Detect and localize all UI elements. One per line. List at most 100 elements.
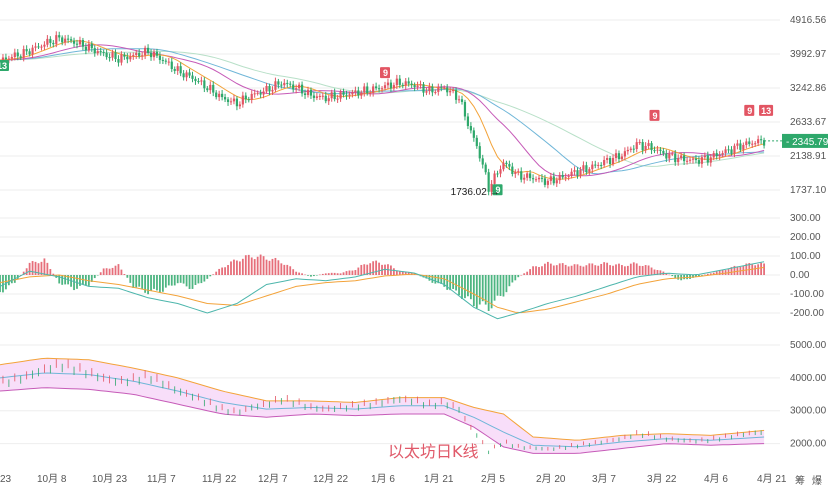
- candle-body: [582, 165, 585, 170]
- candle-body: [641, 142, 644, 151]
- macd-histogram-bar: [310, 275, 312, 277]
- macd-histogram-bar: [721, 269, 724, 275]
- macd-histogram-bar: [236, 260, 238, 275]
- candle-body: [380, 88, 384, 90]
- macd-histogram-bar: [256, 256, 259, 275]
- candle-body: [620, 156, 624, 160]
- macd-histogram-bar: [147, 275, 149, 295]
- macd-histogram-bar: [182, 275, 185, 284]
- candle-body: [691, 158, 695, 160]
- candle-body: [644, 145, 647, 151]
- macd-histogram-bar: [324, 273, 327, 275]
- x-tick-label: 1月 21: [424, 473, 454, 485]
- macd-histogram-bar: [561, 263, 564, 275]
- candle-body: [324, 95, 327, 102]
- macd-histogram-bar: [659, 270, 662, 275]
- macd-tick-label: -100.00: [790, 289, 824, 300]
- macd-histogram-bar: [61, 275, 64, 285]
- candle-body: [632, 148, 635, 150]
- candle-body: [298, 84, 301, 89]
- candle-body: [585, 165, 588, 172]
- macd-histogram-bar: [327, 273, 330, 275]
- candle-body: [546, 180, 549, 185]
- candle-body: [105, 52, 108, 58]
- boll-lower-line: [0, 387, 765, 454]
- x-tick-label: 2月 5: [481, 473, 505, 485]
- macd-histogram-bar: [653, 269, 656, 275]
- moving-average-line: [0, 40, 765, 180]
- candle-body: [608, 158, 612, 165]
- candle-body: [271, 89, 274, 92]
- x-tick-label: 4月 21: [757, 473, 787, 485]
- td-count-badge-text: 13: [761, 106, 771, 116]
- candle-body: [508, 164, 511, 167]
- macd-histogram-bar: [105, 268, 108, 275]
- macd-tick-label: 200.00: [790, 232, 821, 243]
- candle-body: [635, 142, 638, 150]
- macd-histogram-bar: [330, 272, 333, 275]
- td-count-badge: [744, 104, 755, 116]
- candle-body: [22, 49, 25, 58]
- candle-body: [318, 95, 321, 97]
- macd-histogram-bar: [301, 273, 303, 275]
- candle-body: [244, 95, 247, 100]
- macd-histogram-bar: [161, 275, 164, 292]
- footer-icon-liquidation[interactable]: 爆: [812, 475, 822, 487]
- candle-body: [665, 153, 668, 159]
- candle-body: [330, 92, 333, 99]
- candle-body: [597, 164, 600, 166]
- macd-tick-label: -200.00: [790, 308, 824, 319]
- candle-body: [84, 46, 87, 51]
- candle-body: [520, 171, 523, 180]
- candle-body: [600, 164, 603, 166]
- macd-histogram-bar: [692, 275, 694, 278]
- candle-body: [191, 75, 194, 79]
- candle-body: [623, 151, 626, 157]
- macd-histogram-bar: [372, 261, 375, 275]
- price-tick-label: 2633.67: [790, 117, 827, 128]
- macd-histogram-bar: [467, 275, 469, 297]
- candle-body: [262, 91, 265, 95]
- x-tick-label: 4月 6: [704, 473, 728, 485]
- candle-body: [52, 42, 55, 45]
- macd-histogram-bar: [532, 266, 534, 275]
- candle-body: [452, 90, 455, 92]
- macd-histogram-bar: [93, 275, 96, 279]
- candle-body: [745, 141, 748, 145]
- boll-tick-label: 4000.00: [790, 373, 827, 384]
- candle-body: [487, 172, 490, 192]
- macd-histogram-bar: [404, 271, 407, 275]
- candle-body: [709, 157, 712, 163]
- macd-histogram-bar: [434, 275, 437, 284]
- candle-body: [674, 153, 677, 163]
- macd-tick-label: 100.00: [790, 251, 821, 262]
- macd-tick-label: 0.00: [790, 270, 810, 281]
- candle-body: [386, 82, 390, 86]
- macd-histogram-bar: [650, 267, 653, 275]
- macd-histogram-bar: [446, 275, 449, 290]
- candle-body: [215, 92, 218, 98]
- candle-body: [315, 96, 318, 98]
- candle-body: [534, 179, 538, 181]
- macd-histogram-bar: [321, 273, 324, 275]
- macd-histogram-bar: [90, 275, 93, 282]
- macd-histogram-bar: [176, 275, 179, 284]
- candle-body: [58, 35, 61, 38]
- candle-body: [345, 94, 348, 96]
- macd-histogram-bar: [233, 259, 235, 275]
- x-tick-label: 1月 6: [371, 473, 395, 485]
- macd-histogram-bar: [703, 274, 706, 276]
- macd-histogram-bar: [431, 275, 434, 283]
- macd-histogram-bar: [544, 263, 546, 275]
- candle-body: [727, 149, 730, 151]
- macd-histogram-bar: [401, 271, 404, 275]
- candle-body: [398, 78, 401, 85]
- macd-histogram-bar: [7, 275, 10, 286]
- footer-icon-chips[interactable]: 筹: [795, 474, 805, 487]
- candle-body: [671, 153, 674, 155]
- macd-histogram-bar: [150, 275, 152, 291]
- boll-tick-label: 5000.00: [790, 340, 827, 351]
- candle-body: [75, 43, 79, 45]
- td-count-badge-text: 9: [653, 111, 658, 121]
